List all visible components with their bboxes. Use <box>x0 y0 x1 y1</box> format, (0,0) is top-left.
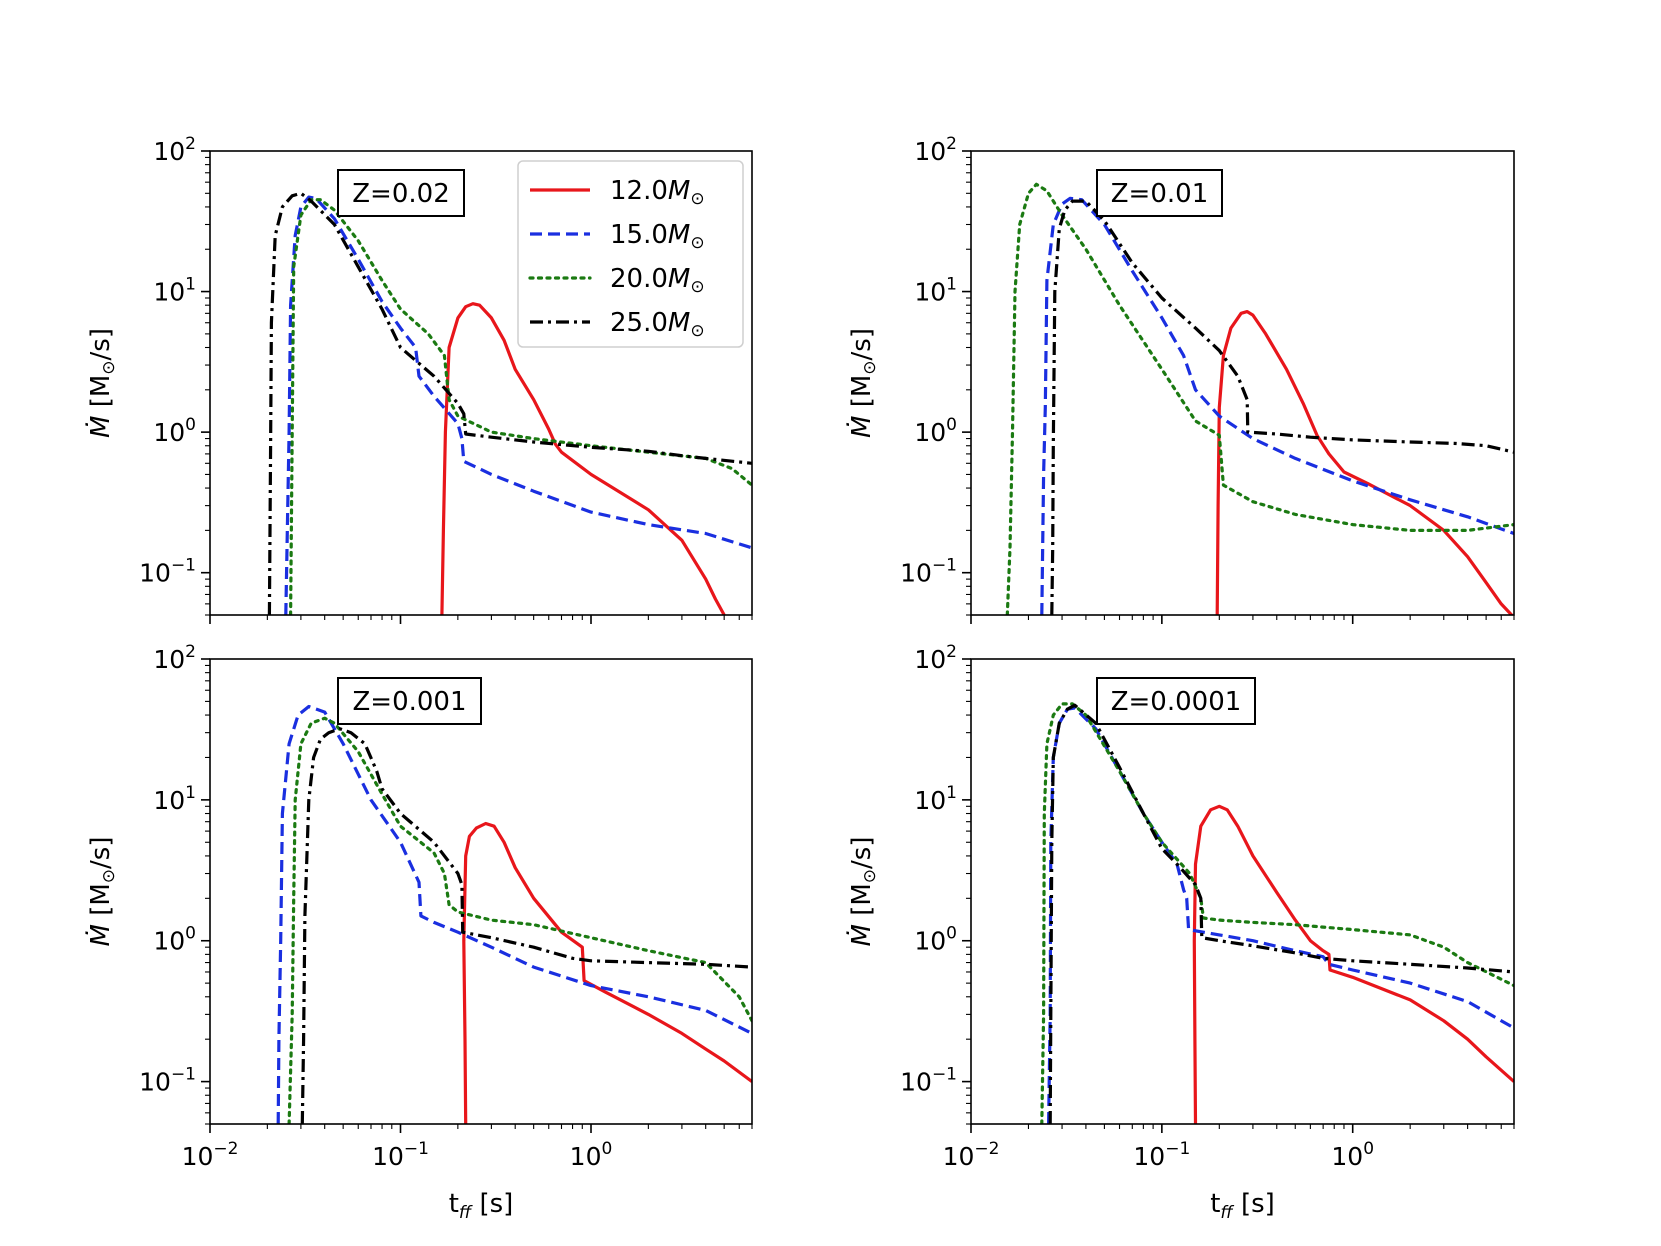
y-tick-label: 102 <box>153 642 196 674</box>
x-axis-label: tff [s] <box>1210 1189 1275 1223</box>
annotation-box <box>337 169 465 217</box>
legend-label: 15.0M⊙ <box>610 220 705 253</box>
y-axis-label: Ṁ [M⊙/s] <box>845 837 880 947</box>
axes-frame <box>970 150 1515 616</box>
x-tick-label: 10−2 <box>182 1139 239 1171</box>
y-tick-label: 102 <box>153 134 196 166</box>
panel-3: 102 101 100 10−1 10−2 10−1 100 tff [s] Ṁ [M⊙/s] Z… <box>84 642 753 1223</box>
legend-label: 12.0M⊙ <box>610 176 705 209</box>
series-line-12-0 <box>440 302 726 615</box>
annotation-box <box>1096 169 1223 217</box>
legend-label: 25.0M⊙ <box>610 308 705 341</box>
series-line-25-0 <box>267 191 752 615</box>
axes-frame <box>209 658 753 1125</box>
metallicity-annotation: Z=0.001 <box>337 677 482 725</box>
annotation-text: Z=0.01 <box>1111 179 1209 209</box>
y-tick-label: 10−1 <box>900 1065 957 1097</box>
x-tick-label: 10−2 <box>943 1139 1000 1171</box>
y-tick-label: 100 <box>914 415 957 447</box>
panel-2: 102 101 100 10−1 Ṁ [M⊙/s] Z=0.01 <box>845 134 1515 624</box>
series-group <box>1005 182 1514 615</box>
y-tick-label: 101 <box>914 783 957 815</box>
y-tick-label: 10−1 <box>139 556 196 588</box>
x-tick-label: 100 <box>1331 1139 1374 1171</box>
y-axis-label: Ṁ [M⊙/s] <box>84 328 119 438</box>
y-tick-label: 101 <box>153 275 196 307</box>
series-line-15-0 <box>284 195 752 615</box>
y-tick-label: 102 <box>914 134 957 166</box>
y-axis-label: Ṁ [M⊙/s] <box>845 328 880 438</box>
x-tick-label: 100 <box>570 1139 613 1171</box>
series-line-20-0 <box>1040 702 1514 1124</box>
axes-frame <box>970 658 1515 1125</box>
panel-4: 102 101 100 10−1 10−2 10−1 100 tff [s] Ṁ [M⊙/s] Z… <box>845 642 1515 1223</box>
annotation-text: Z=0.02 <box>352 179 450 209</box>
series-line-15-0 <box>1047 706 1514 1124</box>
metallicity-annotation: Z=0.01 <box>1096 169 1223 217</box>
annotation-text: Z=0.001 <box>352 687 466 717</box>
x-tick-label: 10−1 <box>1133 1139 1190 1171</box>
y-tick-label: 101 <box>914 275 957 307</box>
series-line-25-0 <box>1050 199 1514 615</box>
y-tick-label: 102 <box>914 642 957 674</box>
metallicity-annotation: Z=0.02 <box>337 169 465 217</box>
series-line-20-0 <box>287 716 752 1124</box>
x-tick-label: 10−1 <box>372 1139 429 1171</box>
x-axis-label: tff [s] <box>449 1189 514 1223</box>
y-tick-label: 10−1 <box>900 556 957 588</box>
series-line-20-0 <box>1005 182 1514 615</box>
y-tick-label: 100 <box>153 924 196 956</box>
series-line-12-0 <box>462 821 752 1124</box>
series-line-25-0 <box>300 727 752 1124</box>
y-tick-label: 101 <box>153 783 196 815</box>
annotation-box <box>337 677 482 725</box>
y-tick-label: 100 <box>153 415 196 447</box>
legend-frame <box>517 160 744 348</box>
y-tick-label: 10−1 <box>139 1065 196 1097</box>
series-line-15-0 <box>1040 196 1514 615</box>
legend: 12.0M⊙ 15.0M⊙ 20.0M⊙ 25.0M⊙ <box>517 160 744 348</box>
annotation-text: Z=0.0001 <box>1111 687 1242 717</box>
panel-1: 102 101 100 10−1 Ṁ [M⊙/s] Z=0.02 12.0M⊙ 15.0M⊙ 2… <box>84 134 753 624</box>
y-axis-label: Ṁ [M⊙/s] <box>84 837 119 947</box>
y-tick-label: 100 <box>914 924 957 956</box>
series-group <box>276 704 752 1124</box>
series-line-25-0 <box>1048 703 1514 1124</box>
series-line-15-0 <box>276 704 752 1124</box>
metallicity-annotation: Z=0.0001 <box>1096 677 1256 725</box>
series-group <box>1040 702 1514 1124</box>
legend-label: 20.0M⊙ <box>610 264 705 297</box>
series-line-12-0 <box>1192 804 1514 1124</box>
series-line-12-0 <box>1215 310 1514 615</box>
annotation-box <box>1096 677 1256 725</box>
axes-frame <box>209 150 753 616</box>
series-group <box>267 191 752 615</box>
